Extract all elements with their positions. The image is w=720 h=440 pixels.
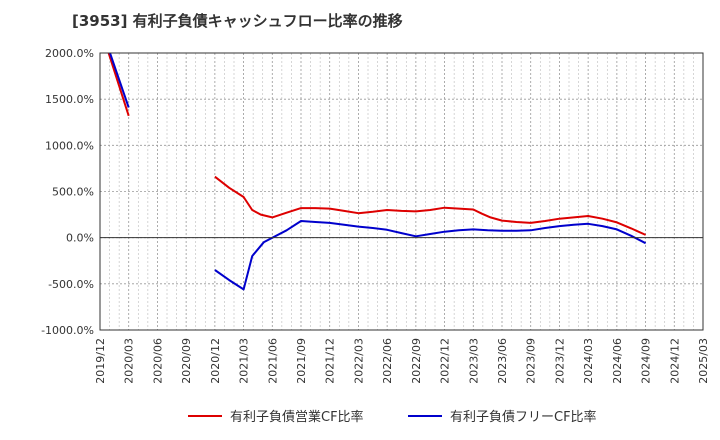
y-tick-label: 1000.0% <box>45 139 94 152</box>
series-group <box>109 53 647 291</box>
x-tick-label: 2024/06 <box>611 338 624 384</box>
x-tick-label: 2022/09 <box>410 338 423 384</box>
legend-label: 有利子負債フリーCF比率 <box>450 409 597 425</box>
x-tick-label: 2020/12 <box>209 338 222 384</box>
x-tick-label: 2024/03 <box>582 338 595 384</box>
x-tick-label: 2020/06 <box>151 338 164 384</box>
series-line <box>214 220 647 291</box>
x-tick-label: 2020/03 <box>123 338 136 384</box>
x-tick-label: 2024/09 <box>640 338 653 384</box>
x-tick-label: 2021/09 <box>295 338 308 384</box>
series-layer <box>107 53 647 291</box>
series-line <box>107 53 130 117</box>
y-tick-label: 1500.0% <box>45 93 94 106</box>
y-tick-label: 2000.0% <box>45 47 94 60</box>
x-tick-label: 2023/06 <box>496 338 509 384</box>
x-tick-label: 2021/06 <box>266 338 279 384</box>
x-tick-label: 2022/03 <box>352 338 365 384</box>
x-tick-label: 2025/03 <box>697 338 710 384</box>
legend: 有利子負債営業CF比率 有利子負債フリーCF比率 <box>188 409 597 425</box>
series-line <box>109 53 130 108</box>
grid <box>99 52 704 331</box>
chart-title: [3953] 有利子負債キャッシュフロー比率の推移 <box>72 12 403 30</box>
x-tick-label: 2023/12 <box>553 338 566 384</box>
x-tick-label: 2024/12 <box>668 338 681 384</box>
plot-frame <box>99 52 704 331</box>
axes: 2000.0% 1500.0% 1000.0% 500.0% 0.0% -500.0% -1… <box>41 47 710 384</box>
x-tick-label: 2022/06 <box>381 338 394 384</box>
y-tick-label: -1000.0% <box>41 324 94 337</box>
x-tick-label: 2021/03 <box>238 338 251 384</box>
series-group <box>107 53 647 236</box>
x-tick-label: 2021/12 <box>324 338 337 384</box>
x-tick-label: 2023/09 <box>525 338 538 384</box>
x-tick-label: 2022/12 <box>439 338 452 384</box>
x-tick-label: 2023/03 <box>467 338 480 384</box>
y-tick-label: -500.0% <box>48 278 94 291</box>
y-tick-label: 500.0% <box>52 186 94 199</box>
legend-label: 有利子負債営業CF比率 <box>230 409 364 425</box>
x-tick-label: 2019/12 <box>94 338 107 384</box>
series-line <box>214 175 647 236</box>
x-tick-label: 2020/09 <box>180 338 193 384</box>
y-tick-label: 0.0% <box>66 232 94 245</box>
